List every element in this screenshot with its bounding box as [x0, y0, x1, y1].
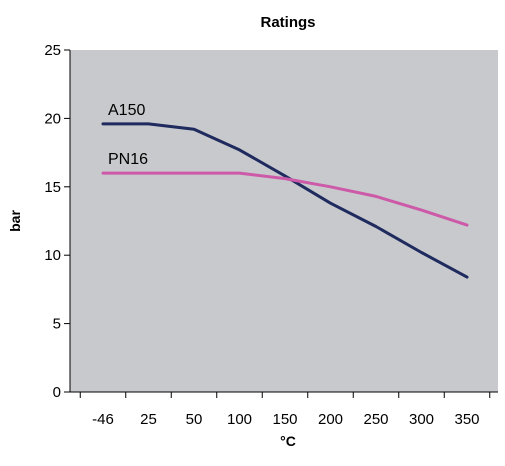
y-tick-label: 0	[53, 384, 61, 401]
y-tick-label: 25	[44, 42, 61, 59]
x-tick-label: 350	[454, 411, 479, 428]
x-tick-label: 100	[227, 411, 252, 428]
y-tick-label: 15	[44, 179, 61, 196]
x-tick-label: -46	[92, 411, 114, 428]
y-tick-label: 10	[44, 247, 61, 264]
chart-title: Ratings	[260, 14, 315, 31]
y-tick-label: 5	[53, 316, 61, 333]
labels-layer: 0 5 10 15 20 25 -46 25 50 100 150 200 250 300 350 A150 P…	[44, 42, 479, 428]
y-axis-title: bar	[7, 210, 23, 232]
series-line-a150	[101, 122, 469, 279]
series-label-a150: A150	[108, 102, 145, 119]
x-tick-label: 200	[318, 411, 343, 428]
plot-area	[70, 50, 498, 392]
series-label-pn16: PN16	[108, 151, 148, 168]
x-tick-label: 300	[409, 411, 434, 428]
axes-layer	[64, 49, 498, 398]
x-tick-label: 250	[363, 411, 388, 428]
series-layer	[101, 122, 469, 279]
x-axis-title: °C	[280, 433, 296, 449]
x-tick-label: 25	[140, 411, 157, 428]
x-tick-label: 50	[186, 411, 203, 428]
x-tick-label: 150	[272, 411, 297, 428]
y-tick-label: 20	[44, 110, 61, 127]
series-line-pn16	[101, 171, 469, 227]
